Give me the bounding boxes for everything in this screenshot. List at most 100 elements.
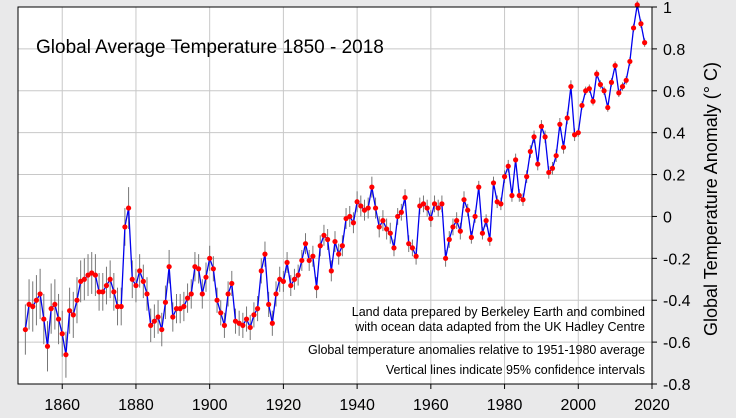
data-point — [630, 25, 637, 31]
data-point — [247, 324, 253, 331]
data-point — [214, 297, 220, 303]
data-point — [627, 58, 633, 65]
data-points — [22, 2, 648, 358]
data-point — [623, 77, 629, 83]
x-tick-label: 1960 — [413, 397, 449, 414]
data-point — [258, 268, 264, 274]
y-tick-label: 0 — [663, 209, 672, 226]
data-point — [159, 326, 165, 333]
y-tick-label: 0.2 — [663, 168, 685, 185]
data-point — [586, 86, 592, 92]
data-point — [302, 241, 309, 247]
data-point — [608, 79, 615, 85]
data-point — [420, 201, 427, 207]
data-point — [431, 201, 438, 207]
data-point — [616, 90, 622, 96]
data-point — [468, 234, 474, 240]
data-point — [575, 130, 581, 136]
data-point — [133, 282, 139, 289]
data-point — [317, 243, 323, 249]
data-point — [538, 123, 545, 129]
data-point — [207, 255, 213, 261]
data-point — [406, 241, 412, 247]
data-point — [181, 303, 187, 310]
data-point — [199, 291, 205, 297]
data-point — [376, 224, 382, 230]
x-tick-label: 2000 — [560, 397, 596, 414]
plot-area — [18, 7, 652, 384]
annotation-line-3: Global temperature anomalies relative to… — [308, 343, 645, 357]
data-point — [229, 280, 235, 287]
data-point — [37, 291, 43, 297]
data-point — [387, 230, 393, 236]
x-tick-label: 2020 — [634, 397, 670, 414]
data-point — [332, 238, 338, 245]
data-point — [505, 163, 511, 169]
data-point — [590, 98, 596, 104]
data-point — [642, 40, 648, 46]
data-point — [612, 63, 618, 69]
data-point — [501, 174, 508, 180]
data-point — [254, 306, 261, 312]
data-point — [92, 272, 99, 278]
data-point — [535, 161, 541, 167]
data-point — [210, 266, 216, 272]
data-point — [601, 88, 607, 94]
data-point — [313, 285, 320, 291]
data-point — [487, 236, 493, 243]
data-point — [402, 194, 408, 201]
x-tick-label: 1860 — [44, 397, 80, 414]
y-tick-label: -0.6 — [663, 335, 691, 352]
annotation-line-2: with ocean data adapted from the UK Hadl… — [354, 320, 645, 334]
data-point — [391, 245, 397, 251]
data-point — [472, 213, 478, 220]
data-point — [103, 282, 110, 289]
y-tick-label: 0.8 — [663, 42, 685, 59]
data-point — [398, 209, 404, 215]
data-point — [594, 71, 600, 77]
data-point — [439, 201, 445, 207]
data-point — [413, 253, 419, 259]
data-point — [221, 322, 228, 328]
data-point — [166, 264, 172, 270]
data-point — [240, 322, 246, 328]
data-point — [457, 228, 463, 234]
annotation-line-1: Land data prepared by Berkeley Earth and… — [352, 305, 645, 319]
data-point — [605, 104, 611, 111]
data-point — [173, 306, 180, 312]
data-point — [553, 153, 559, 159]
data-point — [310, 253, 316, 259]
data-point — [125, 205, 132, 211]
data-point — [347, 213, 353, 220]
data-point — [516, 192, 522, 199]
data-point — [33, 297, 40, 303]
data-point — [196, 266, 202, 272]
data-point — [306, 257, 312, 264]
data-point — [122, 224, 128, 230]
data-point — [100, 289, 106, 295]
data-point — [465, 207, 471, 213]
x-tick-label: 1980 — [487, 397, 523, 414]
data-point — [568, 83, 574, 90]
data-point — [48, 306, 54, 312]
data-point — [446, 236, 452, 243]
data-point — [428, 215, 434, 222]
data-point — [328, 268, 334, 274]
data-point — [542, 134, 548, 140]
data-point — [137, 268, 143, 274]
data-point — [269, 320, 275, 326]
data-point — [225, 291, 231, 297]
data-point — [30, 303, 36, 310]
y-axis: -0.8 -0.6 -0.4 -0.2 0 0.2 0.4 0.6 0.8 1 — [652, 0, 691, 394]
data-point — [321, 232, 327, 238]
data-point — [55, 316, 62, 322]
y-tick-label: 1 — [663, 0, 672, 17]
data-point — [384, 226, 390, 232]
y-tick-label: 0.4 — [663, 126, 685, 143]
y-axis-label: Global Temperature Anomaly (° C) — [701, 62, 721, 336]
data-point — [188, 291, 194, 297]
data-point — [266, 301, 272, 308]
data-point — [280, 278, 286, 284]
data-point — [358, 203, 364, 209]
data-point — [549, 165, 556, 171]
